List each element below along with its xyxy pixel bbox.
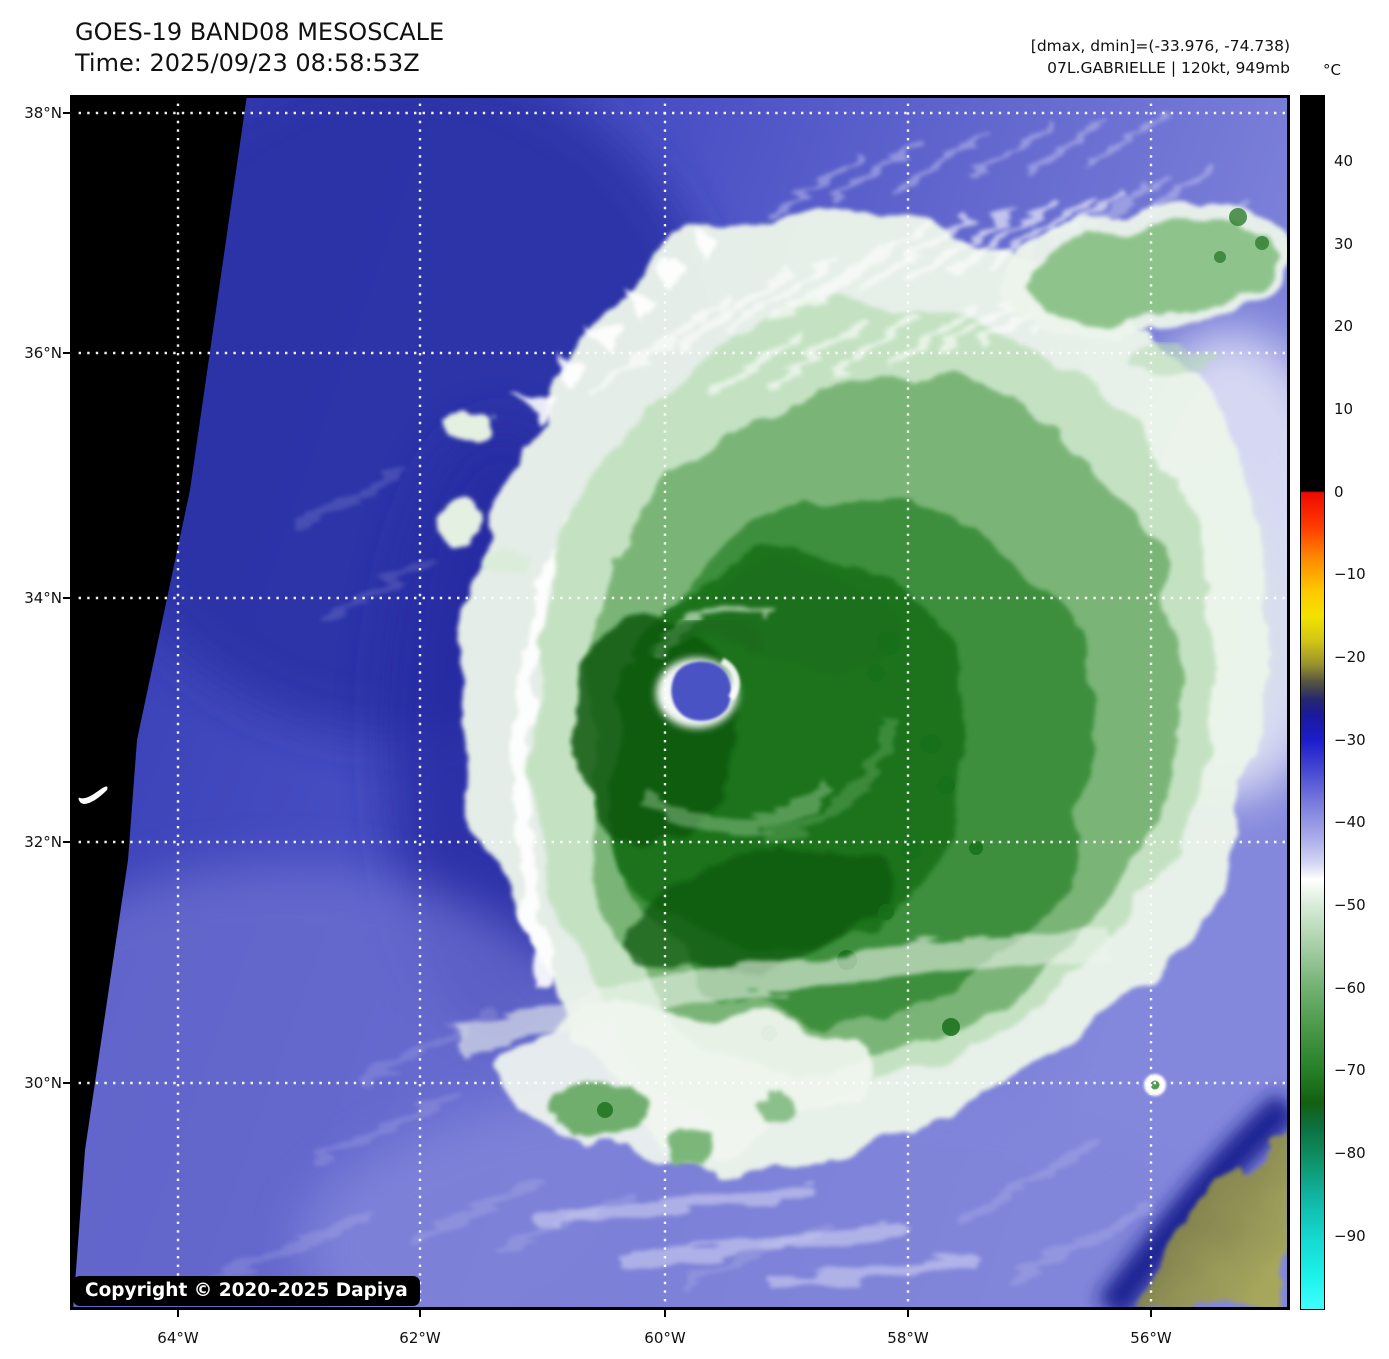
hurricane-eye	[671, 661, 732, 721]
lon-tick-mark	[907, 1310, 909, 1317]
lat-tick-label: 34°N	[24, 589, 62, 607]
gravity-wave-streaks	[510, 112, 1248, 425]
colorbar-tick-label: −20	[1334, 648, 1366, 667]
colorbar-tick-label: 30	[1334, 234, 1354, 253]
lon-tick-mark	[177, 1310, 179, 1317]
no-data-wedge	[70, 95, 247, 1310]
lon-tick-mark	[419, 1310, 421, 1317]
lat-tick-label: 32°N	[24, 833, 62, 851]
title-block: GOES-19 BAND08 MESOSCALE Time: 2025/09/2…	[75, 17, 444, 79]
lat-tick-mark	[63, 841, 70, 843]
colorbar-tick-label: −90	[1334, 1226, 1366, 1245]
lat-tick-mark	[63, 597, 70, 599]
eye-white-hook	[720, 657, 740, 701]
eyewall-dark-arc	[647, 618, 764, 661]
lon-tick-label: 62°W	[399, 1329, 441, 1347]
map-border	[70, 95, 1290, 1310]
lat-tick-mark	[63, 112, 70, 114]
colorbar-unit-label: °C	[1323, 61, 1341, 79]
lat-tick-mark	[63, 1082, 70, 1084]
lon-tick-label: 56°W	[1130, 1329, 1172, 1347]
lat-tick-label: 30°N	[24, 1074, 62, 1092]
colorbar-tick-label: −80	[1334, 1143, 1366, 1162]
lower-wisps	[533, 1183, 977, 1292]
annotation-block: [dmax, dmin]=(-33.976, -74.738) 07L.GABR…	[1031, 35, 1290, 79]
storm-info: 07L.GABRIELLE | 120kt, 949mb	[1047, 59, 1290, 77]
lon-tick-mark	[664, 1310, 666, 1317]
lon-tick-label: 64°W	[157, 1329, 199, 1347]
dmax-dmin-readout: [dmax, dmin]=(-33.976, -74.738)	[1030, 37, 1290, 55]
detached-cloud-bits	[438, 413, 1166, 1166]
spiral-band-3	[759, 714, 897, 842]
lat-tick-mark	[63, 352, 70, 354]
colorbar-tick-label: 20	[1334, 317, 1354, 336]
colorbar-tick-label: −60	[1334, 978, 1366, 997]
lat-tick-label: 38°N	[24, 104, 62, 122]
bermuda-outline	[78, 786, 108, 804]
page-title: GOES-19 BAND08 MESOSCALE	[75, 18, 445, 46]
lon-tick-mark	[1150, 1310, 1152, 1317]
colorbar-tick-label: 0	[1334, 482, 1344, 501]
lon-tick-label: 58°W	[887, 1329, 929, 1347]
timestamp: Time: 2025/09/23 08:58:53Z	[75, 49, 420, 77]
lon-tick-label: 60°W	[644, 1329, 686, 1347]
temperature-colorbar	[1300, 95, 1325, 1310]
colorbar-tick-label: −10	[1334, 565, 1366, 584]
colorbar-tick-label: −40	[1334, 813, 1366, 832]
sawtooth-edge	[510, 227, 720, 425]
dry-air-region	[1096, 1092, 1290, 1310]
colorbar-tick-label: −50	[1334, 896, 1366, 914]
spiral-band-1	[639, 779, 836, 836]
colorbar-tick-label: 10	[1334, 400, 1354, 419]
graticule	[70, 95, 1290, 1310]
satellite-map-frame: Copyright © 2020-2025 Dapiya	[70, 95, 1290, 1310]
colorbar-tick-label: −30	[1334, 730, 1366, 749]
colorbar-tick-label: −70	[1334, 1061, 1366, 1080]
copyright-badge: Copyright © 2020-2025 Dapiya	[73, 1276, 420, 1306]
colorbar-tick-label: 40	[1334, 152, 1354, 171]
lat-tick-label: 36°N	[24, 344, 62, 362]
satellite-image	[70, 95, 1290, 1310]
